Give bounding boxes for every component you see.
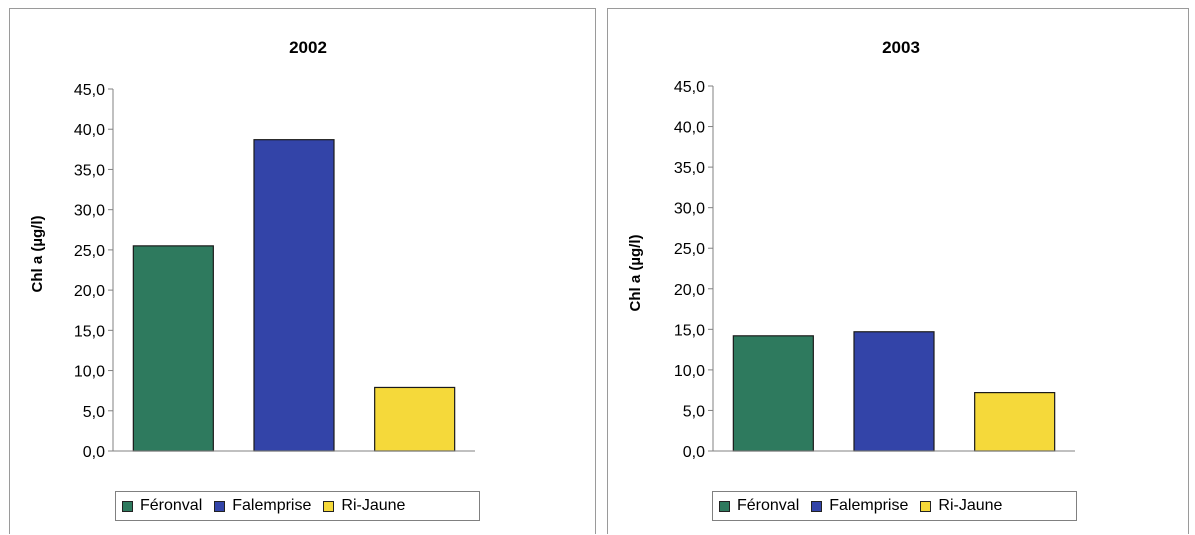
chart-title: 2003: [882, 38, 920, 57]
chart-canvas: 2003 Chl a (µg/l) 0,0 5,0 10,0 15,0 20,0 25,0…: [627, 38, 1075, 461]
legend-label: Féronval: [140, 497, 203, 514]
legend-label: Falemprise: [829, 497, 909, 514]
legend-item-falemprise: Falemprise: [214, 497, 311, 515]
chart-title: 2002: [289, 38, 327, 57]
chart-canvas: 2002 Chl a (µg/l) 0,0 5,0 10,0 15,0 20,0 25,0…: [29, 38, 475, 461]
y-tick-label: 30,0: [74, 203, 105, 220]
y-tick-label: 45,0: [74, 82, 105, 99]
y-tick-label: 0,0: [83, 444, 105, 461]
bar-f-ronval: [132, 245, 214, 452]
legend-label: Ri-Jaune: [341, 497, 406, 514]
y-axis-label: Chl a (µg/l): [29, 216, 46, 293]
chart-legend: Féronval Falemprise Ri-Jaune: [115, 491, 480, 521]
legend-item-feronval: Féronval: [719, 497, 799, 515]
chart-panel-2003: 2003 Chl a (µg/l) 0,0 5,0 10,0 15,0 20,0 25,0…: [607, 8, 1189, 534]
legend-swatch: [920, 500, 932, 512]
legend-item-feronval: Féronval: [122, 497, 202, 515]
bar-f-ronval: [732, 335, 814, 452]
y-tick-label: 45,0: [674, 79, 705, 96]
y-tick-label: 35,0: [74, 162, 105, 179]
y-tick-label: 25,0: [74, 243, 105, 260]
chart-legend: Féronval Falemprise Ri-Jaune: [712, 491, 1077, 521]
y-tick-label: 40,0: [674, 120, 705, 137]
bar-ri-jaune: [374, 386, 456, 452]
bar-falemprise: [853, 331, 935, 452]
bar-ri-jaune: [974, 392, 1056, 452]
y-tick-label: 5,0: [683, 403, 705, 420]
legend-swatch: [214, 500, 226, 512]
y-tick-label: 10,0: [74, 364, 105, 381]
y-tick-label: 40,0: [74, 122, 105, 139]
y-tick-label: 0,0: [683, 444, 705, 461]
y-axis-label: Chl a (µg/l): [627, 235, 644, 312]
legend-label: Ri-Jaune: [938, 497, 1003, 514]
chart-panel-2002: 2002 Chl a (µg/l) 0,0 5,0 10,0 15,0 20,0 25,0…: [9, 8, 596, 534]
legend-item-ri-jaune: Ri-Jaune: [323, 497, 405, 515]
y-tick-label: 5,0: [83, 404, 105, 421]
legend-label: Féronval: [737, 497, 800, 514]
y-tick-label: 10,0: [674, 363, 705, 380]
legend-swatch: [323, 500, 335, 512]
y-tick-label: 30,0: [674, 201, 705, 218]
y-tick-label: 20,0: [674, 282, 705, 299]
legend-label: Falemprise: [232, 497, 312, 514]
legend-swatch: [719, 500, 730, 512]
legend-swatch: [122, 500, 133, 512]
bar-falemprise: [253, 139, 335, 452]
y-tick-label: 25,0: [674, 241, 705, 258]
y-tick-label: 15,0: [74, 323, 105, 340]
legend-swatch: [811, 500, 823, 512]
y-tick-label: 15,0: [674, 322, 705, 339]
legend-item-falemprise: Falemprise: [811, 497, 908, 515]
legend-item-ri-jaune: Ri-Jaune: [920, 497, 1002, 515]
y-tick-label: 35,0: [674, 160, 705, 177]
y-tick-label: 20,0: [74, 283, 105, 300]
